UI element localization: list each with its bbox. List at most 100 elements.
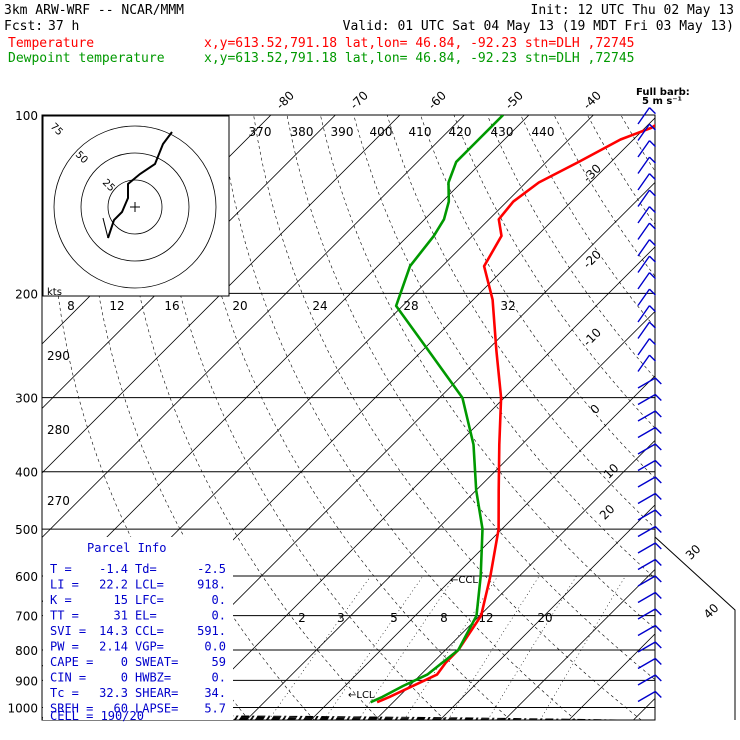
wind-barb [637,354,656,372]
isotherm-line [310,375,655,720]
barb-shaft [637,107,651,125]
barb-flag [654,641,662,649]
barb-flag [654,493,662,500]
parcel-label: T = [50,562,72,576]
wind-barb [637,377,662,389]
wind-barb [637,107,656,125]
parcel-value: 0. [212,593,226,607]
dry-adiabat-line [520,115,655,328]
barb-shaft [637,173,651,191]
wind-barb [637,509,662,521]
mixing-ratio-line [403,575,499,720]
wind-barb [637,674,662,686]
pressure-axis-labels: 100 200 300 400 500 600 700 800 900 1000 [7,109,38,715]
theta-label: 430 [491,125,514,139]
barb-flag [654,575,662,583]
wind-barb [637,189,656,207]
isotherm-label: -40 [580,88,604,112]
dry-adiabat-line [153,115,446,720]
hodograph-ring [107,179,163,235]
parcel-label: SHEAR= [135,686,178,700]
parcel-info-panel: Parcel Info T = -1.4 Td= -2.5 LI = 22.2 LCL= 918… [43,537,233,723]
wind-barb [637,206,656,224]
theta-label: 440 [532,125,555,139]
barb-shaft [637,624,656,637]
pressure-tick-label: 300 [15,392,38,406]
isotherm-line [504,568,655,720]
legend-temperature-info: x,y=613.52,791.18 lat,lon= 46.84, -92.23… [204,36,634,51]
parcel-label: CIN = [50,671,86,685]
legend-dewpoint-info: x,y=613.52,791.18 lat,lon= 46.84, -92.23… [204,51,634,66]
lcl-marker: ←LCL [348,690,375,701]
wind-barb [637,338,656,356]
wind-barb [637,222,656,240]
barb-flag [648,338,656,346]
parcel-value: 0 [121,655,128,669]
wind-barb [637,624,662,637]
isotherm-line [42,115,465,538]
parcel-value: 32.3 [99,686,128,700]
parcel-value: 2.14 [99,640,128,654]
parcel-label: VGP= [135,640,164,654]
barb-shaft [637,575,656,587]
hodograph-storm-vector [102,217,109,239]
hodograph-units: kts [47,287,62,298]
parcel-label: K = [50,593,72,607]
isotherm-label: -20 [580,247,604,271]
barb-flag [648,173,656,181]
parcel-value: 591. [197,624,226,638]
upper-mixing-ratio-label: 8 [67,299,75,313]
dry-adiabat-line [286,115,655,680]
barb-flag [654,658,662,665]
dry-adiabat-line [386,115,655,529]
dry-adiabat-line [353,115,655,579]
barb-shaft [637,443,656,455]
parcel-label: CCL= [135,624,164,638]
side-frame-edge [654,536,736,720]
isotherm-label: 10 [601,461,622,482]
valid-time: Valid: 01 UTC Sat 04 May 13 (19 MDT Fri … [343,19,734,34]
barb-flag [654,443,662,451]
init-time: Init: 12 UTC Thu 02 May 13 [531,3,735,18]
plot-frame [41,114,736,721]
barb-flag [654,526,662,533]
wind-key-line2: 5 m s⁻¹ [642,96,682,107]
parcel-value: 31 [114,609,128,623]
isotherm-line [42,115,336,409]
pressure-tick-label: 100 [15,109,38,123]
parcel-value: -1.4 [99,562,128,576]
barb-shaft [637,206,651,224]
dry-adiabat-line [320,115,655,630]
ccl-marker: ←CCL [450,575,478,586]
parcel-label: HWBZ= [135,671,171,685]
barb-shaft [637,338,651,356]
parcel-label: LCL= [135,578,164,592]
wind-barb [637,156,656,174]
barb-flag [654,394,662,401]
parcel-value: -2.5 [197,562,226,576]
barb-flag [654,460,662,467]
parcel-panel-bg [43,537,233,720]
parcel-label: Td= [135,562,157,576]
barb-shaft [637,288,651,306]
upper-mixing-ratio-label: 32 [500,299,515,313]
barb-shaft [637,690,656,703]
barb-shaft [637,305,651,323]
dry-adiabat-line [420,115,655,479]
wind-barb [637,641,662,653]
barb-flag [648,156,656,164]
mixing-ratio-line [487,575,577,720]
theta-side-label: 270 [47,494,70,508]
barb-flag [648,288,656,296]
dry-adiabat-line [688,115,740,720]
barb-flag [654,674,662,682]
parcel-value: 22.2 [99,578,128,592]
barb-flag [648,321,656,329]
wind-barb [637,608,662,620]
pressure-tick-label: 1000 [7,701,38,715]
lower-mixing-ratio-label: 8 [440,611,448,625]
wind-barb [637,426,662,439]
parcel-label: TT = [50,609,79,623]
barb-shaft [637,123,651,141]
wind-barb [637,123,656,141]
